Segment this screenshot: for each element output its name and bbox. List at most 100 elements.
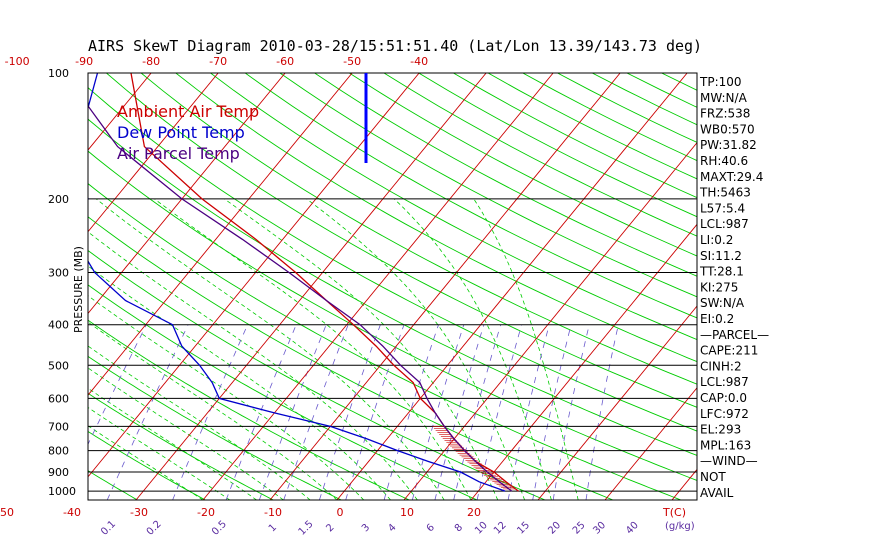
dry-adiabat-line <box>140 73 697 385</box>
isotherm-line <box>88 73 353 396</box>
top-temp-tick-label: -80 <box>142 55 160 68</box>
mixing-ratio-line <box>88 324 147 446</box>
stat-item: NOT <box>700 470 726 484</box>
bottom-temp-tick-label: -10 <box>264 506 282 519</box>
dry-adiabat-line <box>279 73 697 298</box>
mixing-ratio-label: 4 <box>386 522 398 534</box>
stat-item: LFC:972 <box>700 407 749 421</box>
pressure-tick-label: 300 <box>48 267 69 280</box>
top-temp-tick-label: -40 <box>410 55 428 68</box>
moist-adiabat-line <box>88 231 418 500</box>
top-temp-tick-label: -90 <box>75 55 93 68</box>
isotherm-line <box>403 141 697 500</box>
mixing-ratio-label: 10 <box>473 520 490 537</box>
moist-adiabat-line <box>393 198 552 500</box>
dry-adiabat-line <box>418 73 697 218</box>
moist-adiabat-line <box>224 198 499 500</box>
mixing-ratio-label: 3 <box>360 522 372 534</box>
moist-adiabat-line <box>154 198 472 500</box>
mixing-ratio-unit-label: (g/kg) <box>665 521 695 532</box>
stat-item: LCL:987 <box>700 375 749 389</box>
pressure-tick-label: 700 <box>48 420 69 433</box>
stat-item: MW:N/A <box>700 91 748 105</box>
isotherm-line <box>739 73 870 500</box>
stat-item: RH:40.6 <box>700 154 748 168</box>
moist-adiabat-line <box>88 387 257 500</box>
stat-item: KI:275 <box>700 280 738 294</box>
mixing-ratio-line <box>172 324 248 500</box>
dry-adiabat-line <box>106 73 697 408</box>
dry-adiabat-line <box>88 216 614 500</box>
bottom-temp-tick-label: 0 <box>337 506 344 519</box>
isotherm-line <box>202 73 554 500</box>
mixing-ratio-label: 20 <box>546 520 563 537</box>
pressure-tick-label: 500 <box>48 359 69 372</box>
mixing-ratio-line <box>319 324 381 500</box>
mixing-ratio-label: 2 <box>324 522 336 534</box>
dry-adiabat-line <box>626 73 697 108</box>
dry-adiabat-line <box>349 73 697 257</box>
stat-item: EI:0.2 <box>700 312 734 326</box>
dry-adiabat-line <box>88 430 206 500</box>
bottom-temp-tick-label: -40 <box>63 506 81 519</box>
isotherm-line <box>269 73 621 500</box>
stat-item: TH:5463 <box>699 186 751 200</box>
bottom-temp-tick-label: -20 <box>197 506 215 519</box>
mixing-ratio-line <box>507 324 550 500</box>
isotherm-line <box>537 305 697 500</box>
stat-item: AVAIL <box>700 486 734 500</box>
isotherm-line <box>0 73 17 500</box>
mixing-ratio-line <box>106 324 189 500</box>
stat-item: —WIND— <box>700 454 758 468</box>
chart-title: AIRS SkewT Diagram 2010-03-28/15:51:51.4… <box>88 37 702 55</box>
moist-adiabat-line <box>95 198 445 500</box>
moist-adiabat-line <box>88 345 311 500</box>
pressure-tick-label: 900 <box>48 466 69 479</box>
top-temp-tick-label: -60 <box>276 55 294 68</box>
dry-adiabat-line <box>314 73 697 277</box>
mixing-ratio-line <box>411 324 465 500</box>
mixing-ratio-line <box>434 324 485 500</box>
dry-adiabat-line <box>661 73 697 91</box>
pressure-tick-label: 200 <box>48 193 69 206</box>
axes-layer: 1002003004005006007008009001000-120-110-… <box>0 55 695 538</box>
stat-item: CINH:2 <box>700 359 742 373</box>
stat-item: FRZ:538 <box>700 107 750 121</box>
dry-adiabat-line <box>453 73 697 199</box>
profile-layer <box>88 73 519 492</box>
stat-item: MPL:163 <box>700 438 751 452</box>
pressure-tick-label: 400 <box>48 319 69 332</box>
stat-item: TP:100 <box>699 75 742 89</box>
isotherm-line <box>88 73 420 478</box>
pressure-tick-label: 1000 <box>48 485 76 498</box>
dry-adiabat-line <box>88 319 410 500</box>
stat-item: PW:31.82 <box>700 138 757 152</box>
dry-adiabat-line <box>88 392 274 500</box>
dry-adiabat-line <box>175 73 697 363</box>
mixing-ratio-label: 1 <box>267 522 279 534</box>
stat-item: —PARCEL— <box>700 328 769 342</box>
isotherm-line <box>604 387 697 500</box>
dry-adiabat-line <box>88 87 697 432</box>
bottom-temp-tick-label: -30 <box>130 506 148 519</box>
mixing-ratio-label: 40 <box>624 520 641 537</box>
mixing-ratio-line <box>453 324 502 500</box>
stat-item: LI:0.2 <box>700 233 733 247</box>
stat-item: TT:28.1 <box>699 265 744 279</box>
moist-adiabat-line <box>473 198 579 500</box>
top-temp-tick-label: -70 <box>209 55 227 68</box>
mixing-ratio-label: 15 <box>515 520 532 537</box>
mixing-ratio-line <box>552 324 590 500</box>
top-temp-tick-label: -50 <box>343 55 361 68</box>
mixing-ratio-label: 8 <box>453 522 465 534</box>
mixing-ratio-line <box>476 324 522 500</box>
top-temp-tick-label: -100 <box>5 55 30 68</box>
stat-item: CAP:0.0 <box>700 391 747 405</box>
moist-adiabat-line <box>88 406 231 500</box>
dew-point-temp-line <box>88 73 506 492</box>
legend-air-parcel-temp: Air Parcel Temp <box>117 144 240 163</box>
pressure-tick-label: 600 <box>48 392 69 405</box>
mixing-ratio-label: 0.2 <box>145 519 164 538</box>
